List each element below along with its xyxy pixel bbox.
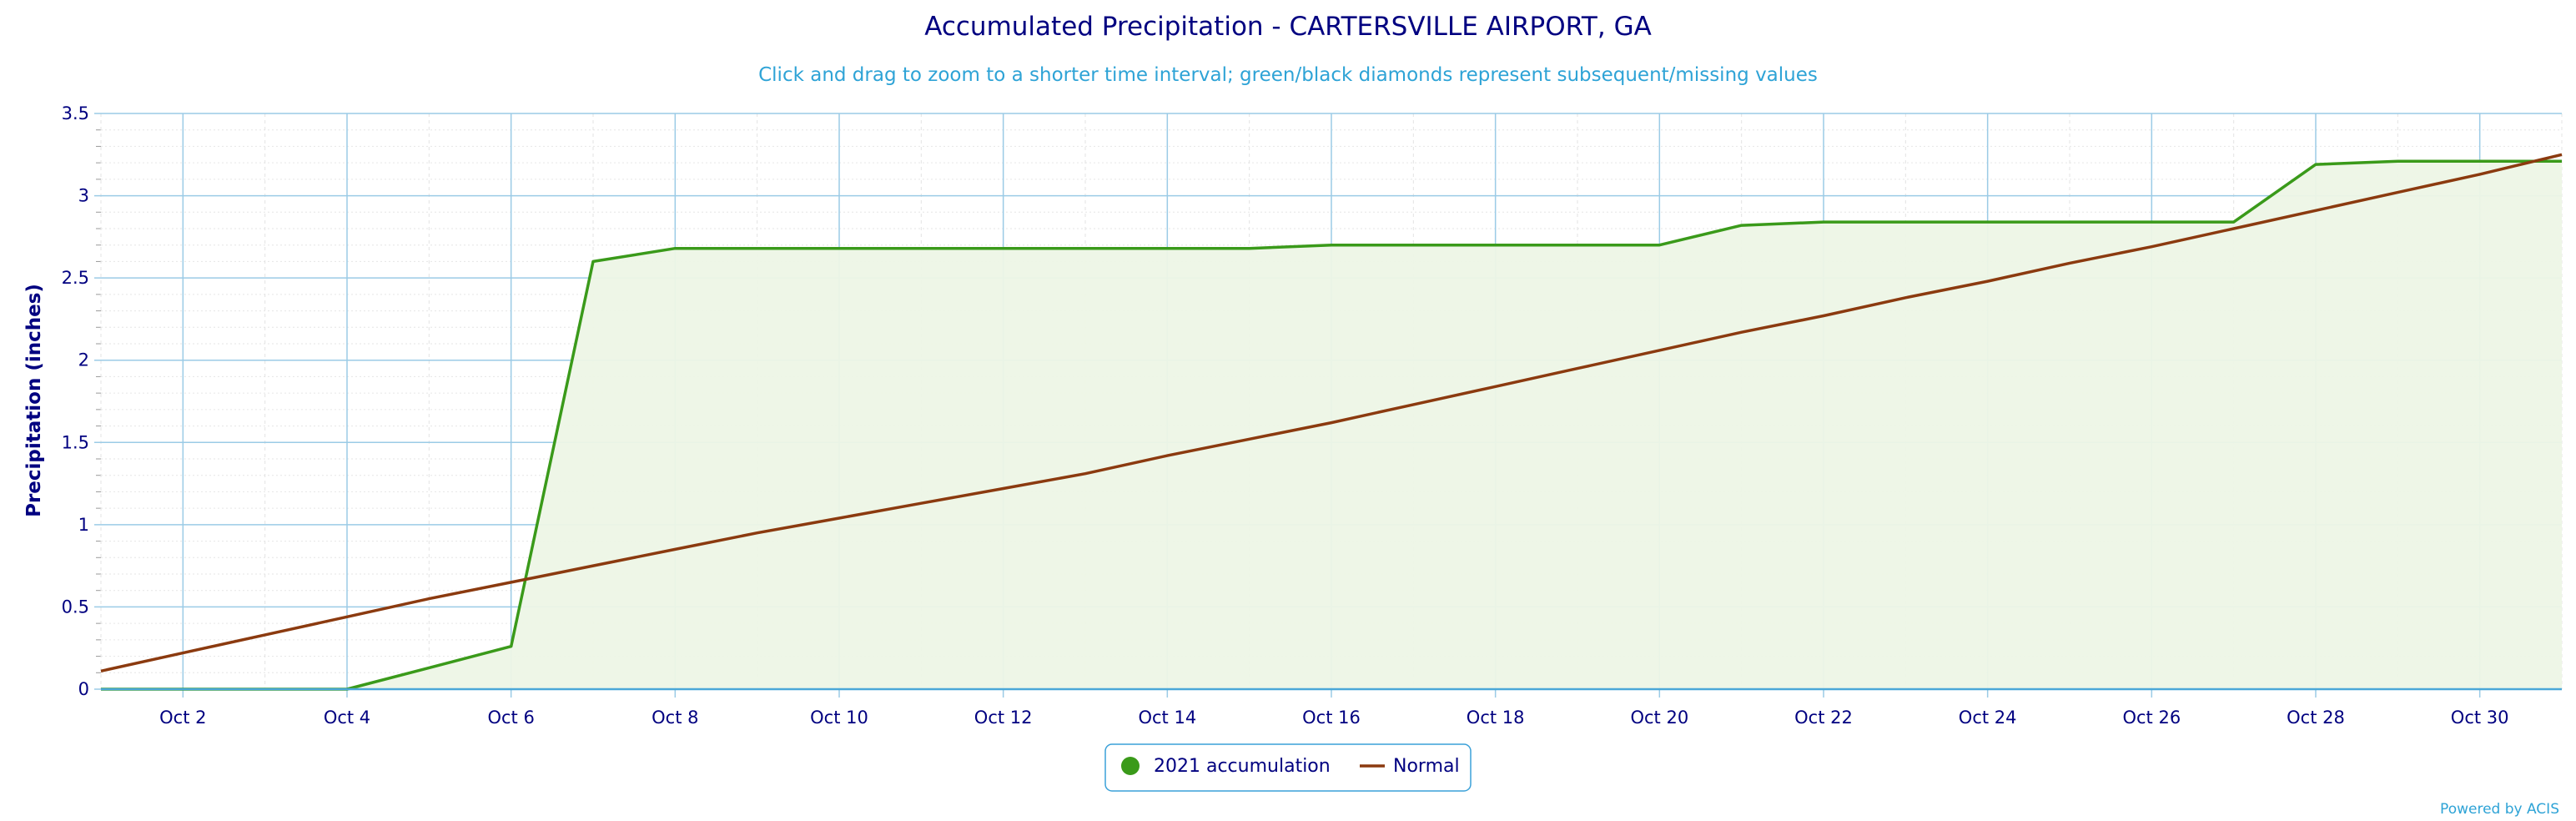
legend-symbol-circle: [1121, 757, 1140, 775]
legend-box: [1104, 743, 1472, 792]
x-axis-ticks: Oct 2 Oct 4 Oct 6 Oct 8 Oct 10 Oct 12 Oct 14 Oc…: [159, 708, 2508, 728]
y-tick-label: 3.5: [62, 103, 89, 123]
y-tick-label: 0.5: [62, 597, 89, 617]
x-tick-label: Oct 22: [1794, 708, 1853, 728]
y-tick-label: 3: [78, 186, 89, 206]
x-tick-label: Oct 20: [1630, 708, 1688, 728]
x-tick-label: Oct 12: [974, 708, 1033, 728]
series-lines[interactable]: [100, 153, 2563, 691]
x-tick-label: Oct 26: [2122, 708, 2181, 728]
x-tick-label: Oct 16: [1302, 708, 1361, 728]
x-tick-label: Oct 4: [324, 708, 370, 728]
series-area-0[interactable]: [101, 161, 2562, 689]
y-axis-title: Precipitation (inches): [23, 284, 45, 517]
x-tick-label: Oct 18: [1467, 708, 1525, 728]
y-tick-label: 1.5: [62, 432, 89, 452]
powered-by-credit[interactable]: Powered by ACIS: [2440, 801, 2559, 818]
y-axis-ticks: 0 0.5 1 1.5 2 2.5 3 3.5: [62, 103, 89, 699]
series-line-0[interactable]: [101, 159, 2562, 691]
y-tick-label: 0: [78, 679, 89, 699]
y-tick-label: 2.5: [62, 268, 89, 288]
x-tick-label: Oct 24: [1959, 708, 2017, 728]
x-tick-label: Oct 14: [1138, 708, 1196, 728]
x-tick-label: Oct 8: [652, 708, 698, 728]
x-tick-label: Oct 2: [159, 708, 206, 728]
y-tick-label: 2: [78, 350, 89, 370]
plot-area[interactable]: [101, 161, 2562, 689]
legend[interactable]: 2021 accumulation Normal: [1104, 743, 1472, 792]
x-tick-label: Oct 28: [2287, 708, 2345, 728]
chart-subtitle: Click and drag to zoom to a shorter time…: [758, 64, 1818, 86]
x-tick-label: Oct 30: [2451, 708, 2509, 728]
y-tick-label: 1: [78, 515, 89, 535]
series-line-1[interactable]: [100, 153, 2563, 673]
chart-title: Accumulated Precipitation - CARTERSVILLE…: [924, 12, 1652, 42]
x-tick-label: Oct 6: [487, 708, 534, 728]
legend-item-label[interactable]: 2021 accumulation: [1154, 756, 1331, 777]
legend-item-label[interactable]: Normal: [1393, 756, 1460, 777]
x-tick-label: Oct 10: [810, 708, 868, 728]
